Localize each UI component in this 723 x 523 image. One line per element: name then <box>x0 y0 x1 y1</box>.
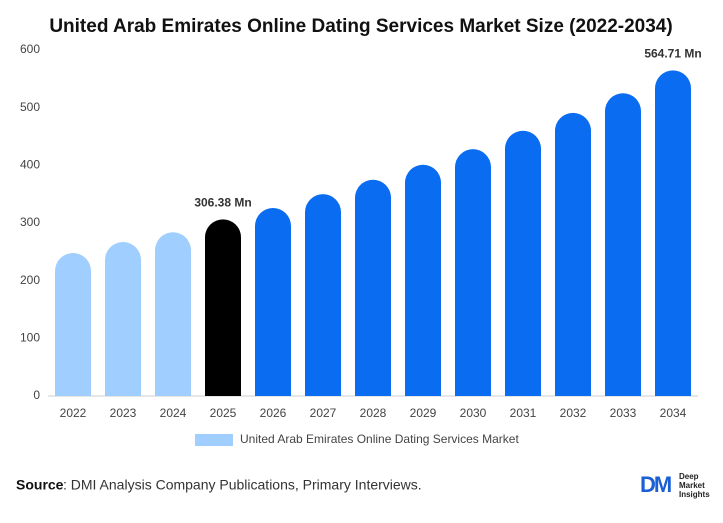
source-text: : DMI Analysis Company Publications, Pri… <box>63 477 422 493</box>
bar <box>55 252 91 396</box>
bar <box>505 130 541 396</box>
bar <box>455 149 491 396</box>
logo-mark: DM <box>640 472 671 497</box>
x-tick-label: 2026 <box>260 406 287 420</box>
source-label: Source <box>16 477 64 493</box>
logo-text: Deep <box>679 472 699 481</box>
x-tick-label: 2034 <box>660 406 687 420</box>
x-tick-label: 2028 <box>360 406 387 420</box>
logo-text: Market <box>679 481 705 490</box>
x-tick-label: 2025 <box>210 406 237 420</box>
bar <box>605 93 641 397</box>
x-tick-label: 2022 <box>60 406 87 420</box>
bar <box>305 194 341 396</box>
bar <box>155 232 191 396</box>
x-tick-label: 2030 <box>460 406 487 420</box>
legend-swatch <box>195 434 233 446</box>
bar <box>655 70 691 397</box>
y-tick-label: 400 <box>20 158 40 172</box>
y-tick-label: 100 <box>20 331 40 345</box>
value-label: 564.71 Mn <box>644 47 701 61</box>
x-tick-label: 2029 <box>410 406 437 420</box>
bar <box>555 112 591 396</box>
x-tick-label: 2031 <box>510 406 537 420</box>
value-label: 306.38 Mn <box>194 195 251 209</box>
x-tick-label: 2032 <box>560 406 587 420</box>
bar <box>255 208 291 396</box>
bar <box>355 179 391 396</box>
bar <box>105 242 141 396</box>
x-tick-label: 2024 <box>160 406 187 420</box>
logo-text: Insights <box>679 490 710 499</box>
bar <box>205 219 241 396</box>
x-tick-label: 2033 <box>610 406 637 420</box>
chart-title: United Arab Emirates Online Dating Servi… <box>49 16 672 37</box>
y-tick-label: 500 <box>20 100 40 114</box>
y-tick-label: 300 <box>20 215 40 229</box>
bar <box>405 164 441 396</box>
y-tick-label: 200 <box>20 273 40 287</box>
y-tick-label: 600 <box>20 42 40 56</box>
x-tick-label: 2027 <box>310 406 337 420</box>
y-tick-label: 0 <box>33 388 40 402</box>
legend-label: United Arab Emirates Online Dating Servi… <box>240 432 519 446</box>
x-tick-label: 2023 <box>110 406 137 420</box>
